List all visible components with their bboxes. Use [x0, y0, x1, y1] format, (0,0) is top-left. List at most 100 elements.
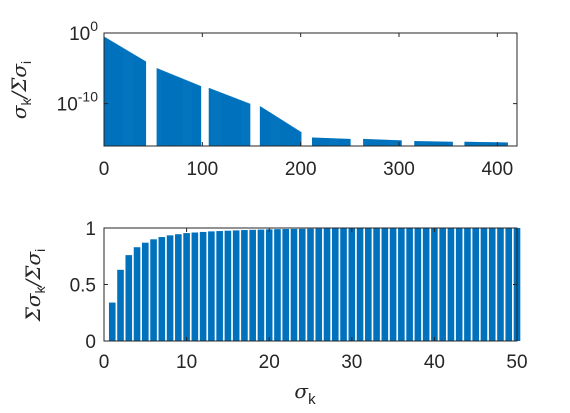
- bar: [266, 110, 269, 146]
- bar: [150, 239, 157, 341]
- bar: [225, 94, 227, 146]
- x-tick-label: 400: [481, 159, 513, 180]
- bar: [340, 138, 342, 146]
- bar: [392, 140, 394, 146]
- bar: [437, 141, 440, 146]
- bar: [226, 94, 228, 146]
- bar: [388, 139, 390, 146]
- bar: [366, 139, 368, 146]
- bar: [141, 59, 144, 146]
- bar: [464, 141, 466, 146]
- bar: [212, 89, 214, 146]
- bar: [346, 138, 348, 146]
- bar: [136, 56, 139, 146]
- bar: [285, 122, 287, 146]
- x-tick-label: 0: [99, 159, 110, 180]
- bar: [111, 41, 113, 146]
- bar: [208, 231, 215, 341]
- bar: [296, 129, 298, 146]
- bar: [156, 68, 158, 146]
- bar: [371, 139, 374, 146]
- bar: [229, 96, 231, 146]
- bar: [446, 141, 448, 146]
- bar: [312, 137, 315, 146]
- bar: [379, 139, 382, 146]
- bar: [330, 138, 332, 146]
- bar: [373, 228, 380, 341]
- bar: [474, 141, 476, 146]
- bar: [488, 228, 496, 341]
- bar: [365, 139, 367, 146]
- bar: [326, 138, 329, 146]
- bar: [133, 54, 135, 146]
- bar: [425, 141, 427, 146]
- bar: [345, 138, 347, 146]
- bar: [129, 51, 131, 146]
- bar: [395, 140, 397, 146]
- top-axes-frame: [103, 32, 518, 147]
- bar: [125, 49, 127, 146]
- bar: [498, 142, 501, 146]
- bar: [298, 130, 300, 146]
- bar: [418, 141, 420, 146]
- bar: [275, 116, 277, 146]
- bar: [334, 138, 336, 146]
- bar: [209, 88, 211, 146]
- bar: [246, 102, 248, 146]
- bar: [414, 141, 416, 146]
- bar: [239, 99, 241, 146]
- bar: [166, 235, 174, 341]
- bar: [158, 237, 166, 341]
- bar: [505, 228, 513, 341]
- bar: [406, 228, 413, 341]
- bottom-y-axis-label: Σσk/Σσi: [21, 249, 48, 322]
- bar: [108, 39, 110, 146]
- bar: [180, 77, 182, 146]
- bar: [442, 141, 445, 146]
- bar: [122, 47, 124, 146]
- bar: [314, 137, 317, 146]
- bar: [332, 138, 334, 146]
- bar: [317, 137, 320, 146]
- bar: [328, 138, 330, 146]
- bar: [341, 138, 343, 146]
- bar: [281, 120, 283, 146]
- bar: [290, 228, 298, 341]
- bar: [369, 139, 372, 146]
- bar: [106, 38, 108, 146]
- bar: [261, 107, 264, 146]
- bar: [274, 115, 276, 146]
- bar: [130, 52, 132, 147]
- y-tick-label: 10-10: [57, 89, 99, 116]
- bar: [443, 141, 446, 146]
- bar: [115, 43, 117, 146]
- bar: [269, 112, 271, 146]
- bar: [479, 142, 481, 146]
- bar: [386, 139, 388, 146]
- bar: [482, 142, 484, 146]
- bar: [400, 140, 402, 146]
- bar: [118, 45, 120, 146]
- bar: [331, 228, 339, 341]
- top-panel: 0 100 200 300 400 100 10-10 σk/Σσi: [7, 18, 518, 180]
- bar: [338, 138, 340, 146]
- bar: [439, 141, 442, 146]
- bar: [224, 230, 232, 341]
- bar: [140, 58, 143, 146]
- bar: [420, 141, 422, 146]
- bar: [213, 89, 215, 146]
- bar: [248, 103, 250, 146]
- bar: [222, 93, 224, 146]
- bar: [504, 142, 506, 146]
- bar: [373, 139, 376, 146]
- bar: [270, 113, 272, 146]
- bar: [139, 58, 142, 146]
- bar: [497, 142, 500, 146]
- bar: [181, 78, 183, 146]
- bar: [313, 137, 316, 146]
- bar: [271, 113, 273, 146]
- y-tick-label: 100: [69, 18, 98, 45]
- bar: [426, 141, 428, 146]
- bar: [444, 141, 447, 146]
- bar: [114, 43, 116, 146]
